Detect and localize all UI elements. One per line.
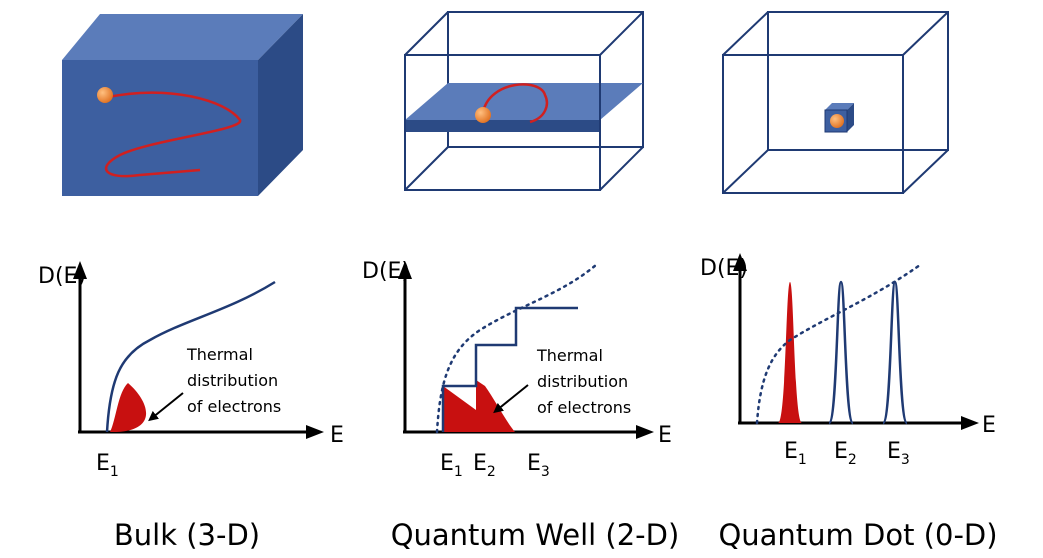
y-axis-label: D(E) <box>362 259 410 284</box>
energy-level: E3 <box>527 451 550 480</box>
label-part: E <box>887 439 901 464</box>
label-part: 1 <box>798 452 807 468</box>
dot-plot <box>733 253 979 430</box>
annotation: of electrons <box>187 397 281 416</box>
annotation: distribution <box>187 371 278 390</box>
x-axis-label: E <box>658 423 672 448</box>
label-part: E <box>440 451 454 476</box>
energy-level: E1 <box>96 451 119 480</box>
energy-level: E2 <box>834 439 857 468</box>
annotation: of electrons <box>537 398 631 417</box>
label-part: 1 <box>454 464 463 480</box>
energy-level: E3 <box>887 439 910 468</box>
energy-level: E2 <box>473 451 496 480</box>
caption: Quantum Dot (0-D) <box>718 518 997 552</box>
well-box <box>404 11 644 191</box>
annotation: Thermal <box>186 345 253 364</box>
label-part: 3 <box>901 452 910 468</box>
label-part: E <box>96 451 110 476</box>
x-axis-label: E <box>982 413 996 438</box>
label-part: E <box>473 451 487 476</box>
label-part: E <box>784 439 798 464</box>
annotation: Thermal <box>536 346 603 365</box>
bulk-plot <box>73 261 324 439</box>
label-part: 2 <box>487 464 496 480</box>
annotation: distribution <box>537 372 628 391</box>
y-axis-label: D(E) <box>38 264 86 289</box>
bulk-cube <box>62 14 303 196</box>
label-part: 1 <box>110 464 119 480</box>
x-axis-label: E <box>330 423 344 448</box>
label-part: 2 <box>848 452 857 468</box>
caption: Bulk (3-D) <box>114 518 260 552</box>
energy-level: E1 <box>440 451 463 480</box>
energy-level: E1 <box>784 439 807 468</box>
dot-box <box>722 11 949 194</box>
well-plot <box>398 261 654 439</box>
caption: Quantum Well (2-D) <box>391 518 680 552</box>
label-part: E <box>834 439 848 464</box>
y-axis-label: D(E) <box>700 256 748 281</box>
label-part: 3 <box>541 464 550 480</box>
label-part: E <box>527 451 541 476</box>
